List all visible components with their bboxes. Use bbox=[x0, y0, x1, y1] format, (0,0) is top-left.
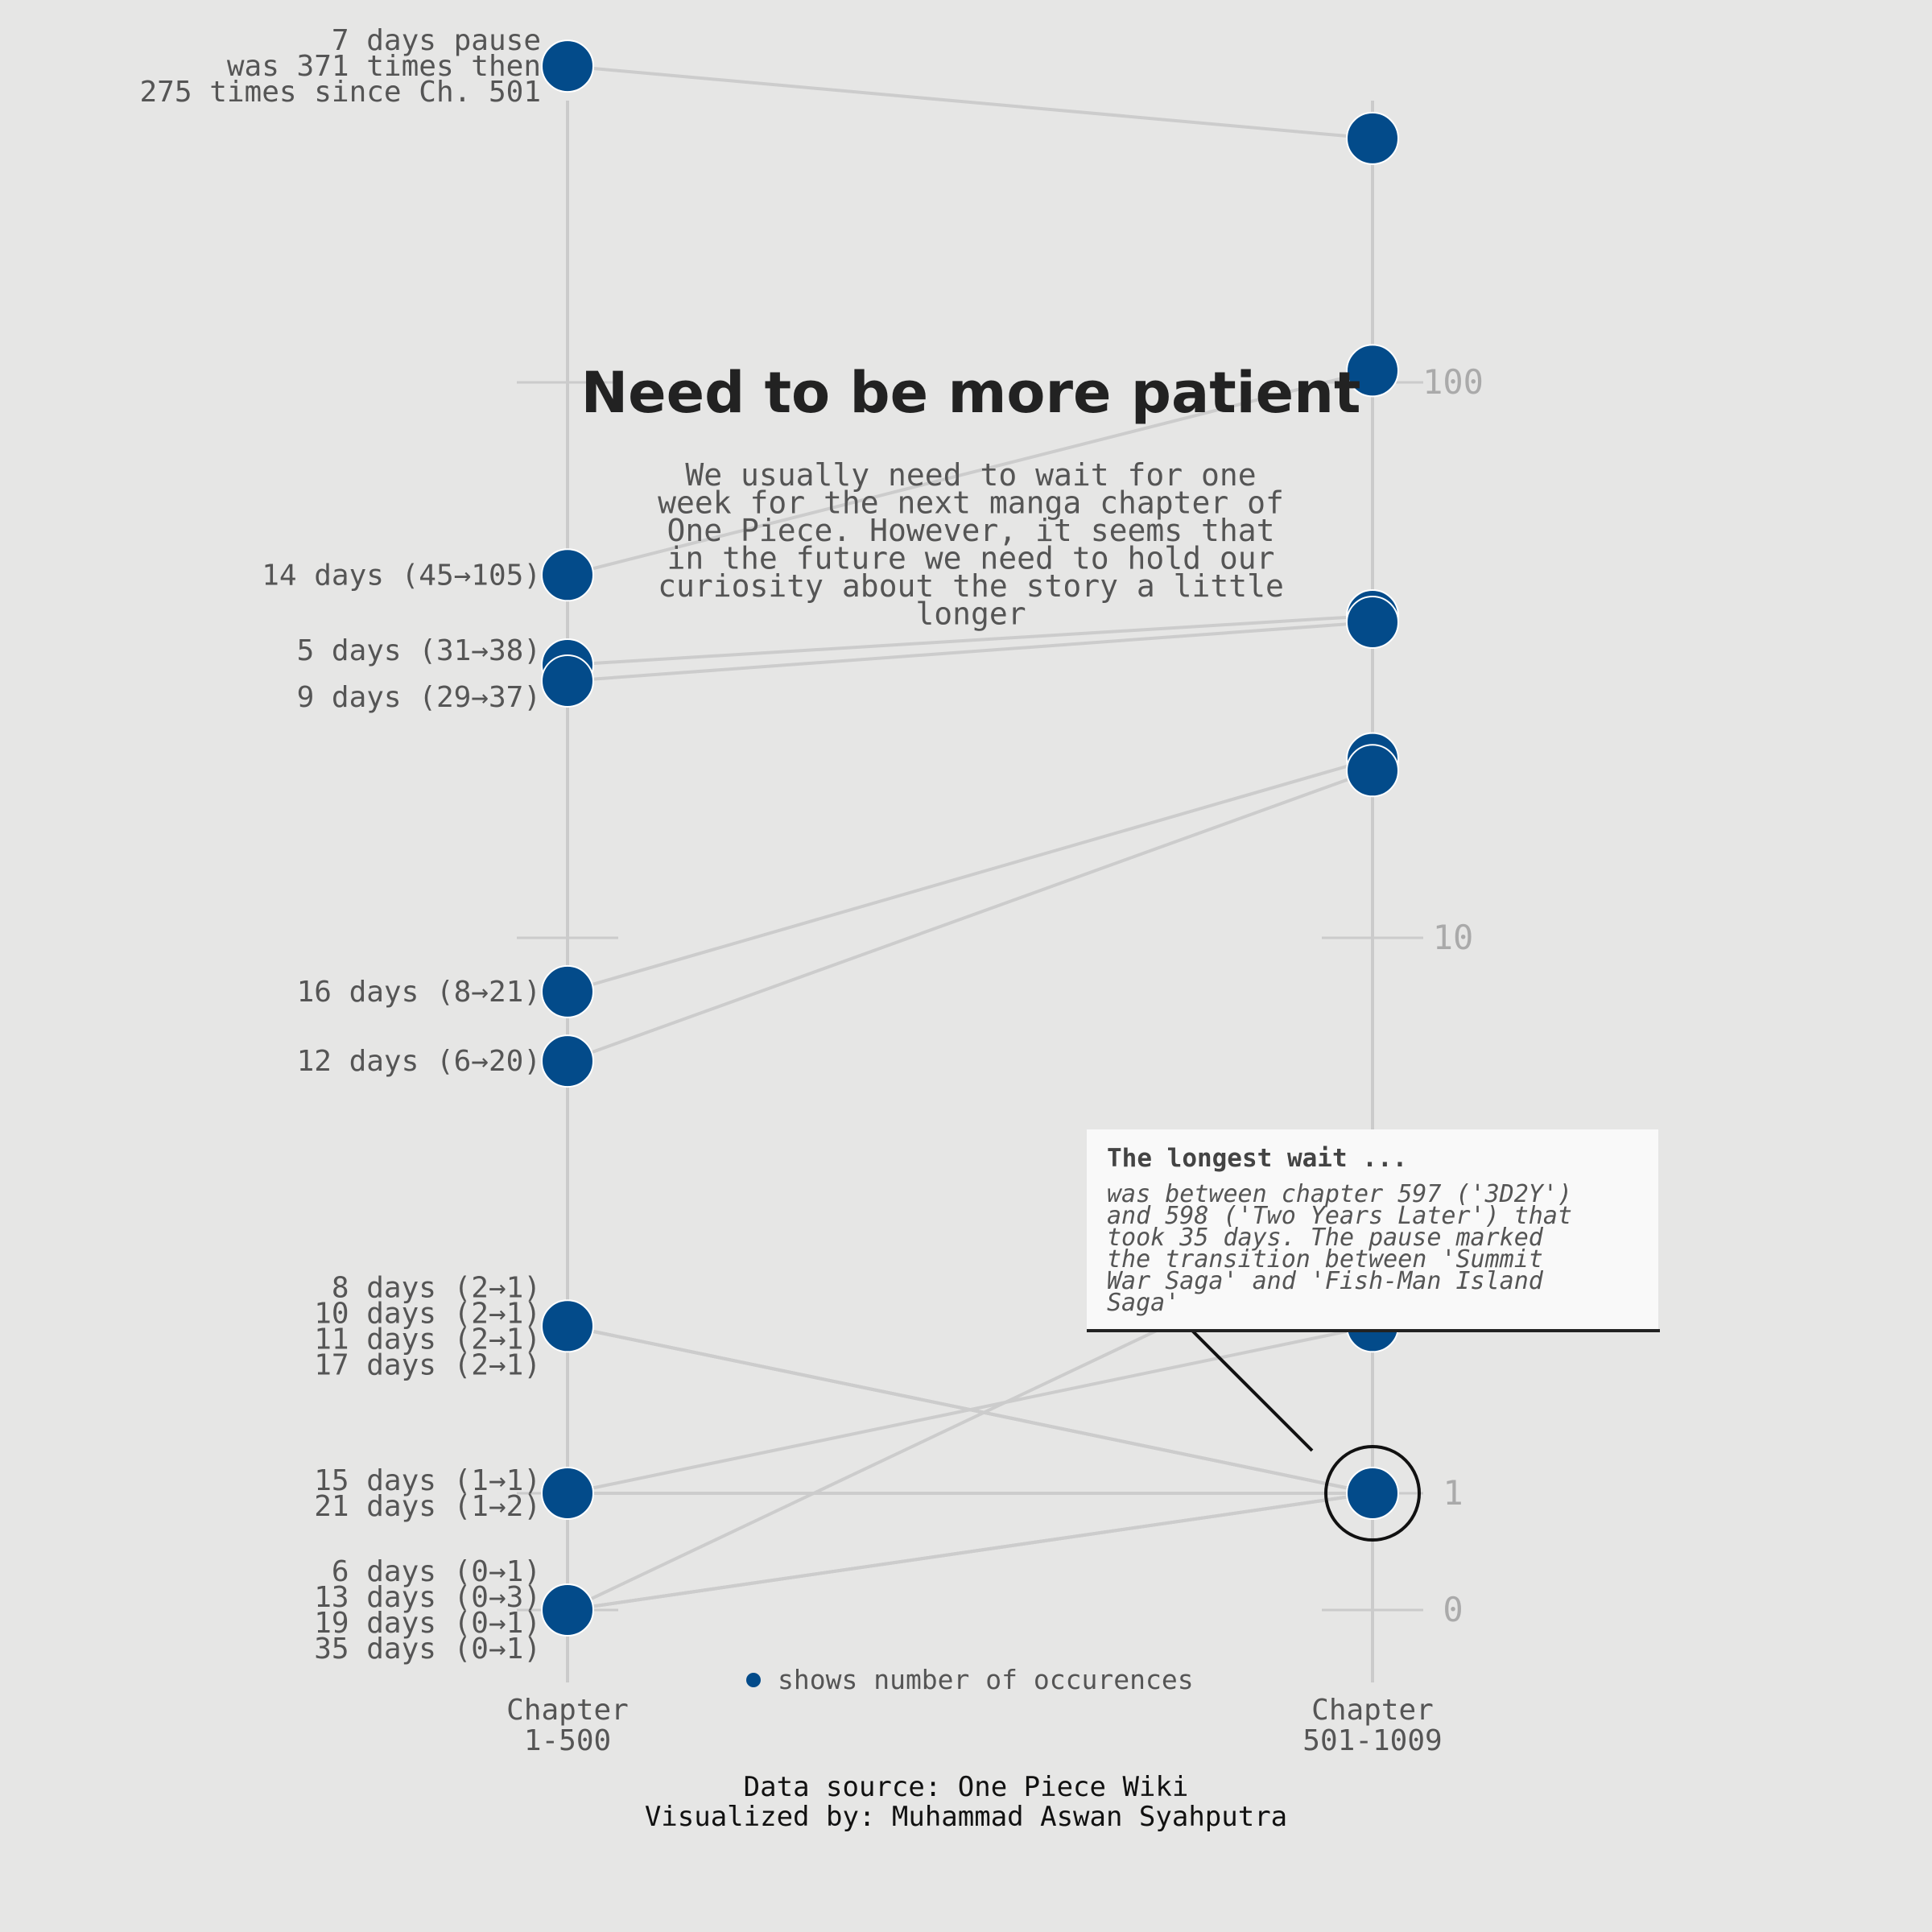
left-label: 13 days (0→3) bbox=[314, 1581, 541, 1614]
tick-label: 1 bbox=[1443, 1473, 1463, 1513]
data-dot bbox=[1346, 344, 1399, 398]
slope-line bbox=[567, 757, 1373, 993]
connector-lines bbox=[567, 64, 1373, 1612]
x-category-label: Chapter bbox=[506, 1694, 629, 1727]
dots bbox=[541, 39, 1399, 1637]
data-dot bbox=[541, 654, 594, 708]
annotation-line: War Saga' and 'Fish-Man Island bbox=[1107, 1267, 1544, 1295]
left-label: 19 days (0→1) bbox=[314, 1607, 541, 1640]
data-dot bbox=[541, 964, 594, 1018]
annotation-line: was between chapter 597 ('3D2Y') bbox=[1107, 1180, 1572, 1208]
left-label: 17 days (2→1) bbox=[314, 1348, 541, 1381]
subtitle-line: We usually need to wait for one bbox=[685, 457, 1256, 493]
data-dot bbox=[1346, 595, 1399, 649]
left-label: 7 days pause bbox=[332, 24, 541, 57]
x-category-label: Chapter bbox=[1311, 1694, 1434, 1727]
left-label: 15 days (1→1) bbox=[314, 1464, 541, 1497]
annotation-connector bbox=[1190, 1328, 1314, 1452]
slope-line bbox=[567, 769, 1373, 1063]
left-label: 35 days (0→1) bbox=[314, 1633, 541, 1666]
slope-line bbox=[567, 369, 1373, 577]
chart-title: Need to be more patient bbox=[581, 360, 1361, 426]
legend: shows number of occurences bbox=[746, 1664, 1194, 1695]
data-dot bbox=[541, 548, 594, 602]
left-label: 275 times since Ch. 501 bbox=[140, 76, 542, 109]
left-label: 14 days (45→105) bbox=[262, 559, 541, 592]
annotation-line: the transition between 'Summit bbox=[1107, 1245, 1543, 1274]
subtitle-line: week for the next manga chapter of bbox=[658, 485, 1284, 521]
data-dot bbox=[541, 1034, 594, 1088]
left-label: 12 days (6→20) bbox=[297, 1045, 541, 1078]
left-label: 6 days (0→1) bbox=[332, 1555, 541, 1588]
slope-line bbox=[567, 1492, 1373, 1612]
left-label: 10 days (2→1) bbox=[314, 1297, 541, 1330]
annotation-line: and 598 ('Two Years Later') that bbox=[1107, 1202, 1572, 1230]
annotation-line: Saga' bbox=[1107, 1289, 1179, 1317]
left-label: 5 days (31→38) bbox=[297, 634, 541, 667]
axes bbox=[517, 101, 1423, 1682]
subtitle-line: in the future we need to hold our bbox=[667, 541, 1275, 576]
data-dot bbox=[1346, 111, 1399, 165]
data-dot bbox=[541, 1467, 594, 1520]
slope-line bbox=[567, 1324, 1373, 1495]
tick-label: 0 bbox=[1443, 1590, 1463, 1629]
slope-line bbox=[567, 620, 1373, 683]
legend-dot bbox=[746, 1673, 761, 1687]
data-dot bbox=[541, 1299, 594, 1353]
tick-label: 100 bbox=[1422, 362, 1484, 402]
slope-line bbox=[567, 64, 1373, 140]
tick-label: 10 bbox=[1433, 918, 1474, 957]
footer-source: Data source: One Piece Wiki bbox=[744, 1771, 1189, 1803]
data-dot bbox=[1346, 744, 1399, 798]
x-category-label: 1-500 bbox=[524, 1724, 611, 1757]
subtitle-line: curiosity about the story a little bbox=[658, 568, 1284, 604]
left-label: 8 days (2→1) bbox=[332, 1271, 541, 1304]
left-label: 21 days (1→2) bbox=[314, 1490, 541, 1523]
slope-line bbox=[567, 613, 1373, 667]
annotation-highlight-ring bbox=[1324, 1445, 1421, 1542]
annotation-line: took 35 days. The pause marked bbox=[1107, 1224, 1544, 1252]
annotation: The longest wait ... was between chapter … bbox=[1087, 1129, 1660, 1542]
subtitle-line: longer bbox=[915, 597, 1026, 632]
footer-author: Visualized by: Muhammad Aswan Syahputra bbox=[645, 1801, 1287, 1833]
x-category-label: 501-1009 bbox=[1302, 1724, 1442, 1757]
data-dot bbox=[541, 1583, 594, 1637]
left-label: 9 days (29→37) bbox=[297, 681, 541, 714]
annotation-box bbox=[1087, 1129, 1658, 1331]
left-label: was 371 times then bbox=[227, 50, 541, 83]
left-label: 16 days (8→21) bbox=[297, 976, 541, 1009]
subtitle-line: One Piece. However, it seems that bbox=[667, 513, 1275, 548]
left-label: 11 days (2→1) bbox=[314, 1323, 541, 1356]
data-dot bbox=[541, 39, 594, 93]
legend-label: shows number of occurences bbox=[778, 1664, 1194, 1695]
data-dot bbox=[1346, 1467, 1399, 1520]
annotation-title: The longest wait ... bbox=[1107, 1144, 1407, 1173]
